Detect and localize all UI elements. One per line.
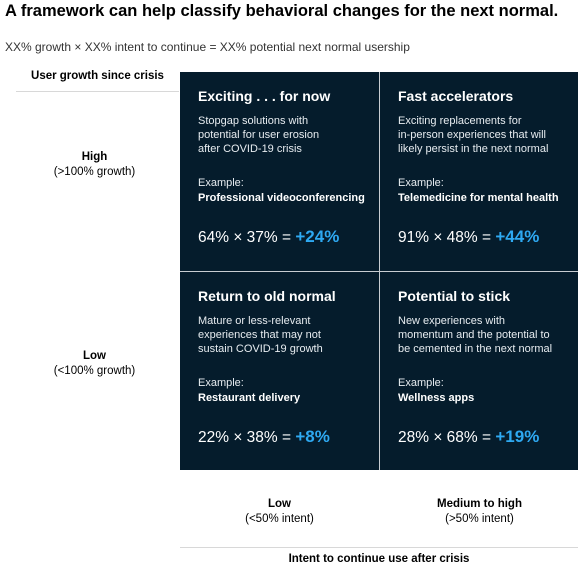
formula-result: +24% (295, 227, 340, 246)
quadrant-title: Fast accelerators (398, 88, 514, 104)
row-label-low: Low (<100% growth) (16, 349, 173, 379)
x-axis-title: Intent to continue use after crisis (288, 553, 470, 565)
formula: 64% × 37% = +24% (198, 227, 339, 247)
page-title: A framework can help classify behavioral… (5, 2, 559, 20)
quadrant-title: Return to old normal (198, 288, 336, 304)
example-value: Telemedicine for mental health (398, 192, 559, 204)
row-label-low-detail: (<100% growth) (53, 365, 136, 377)
example-value: Restaurant delivery (198, 392, 301, 404)
formula: 22% × 38% = +8% (198, 427, 330, 447)
x-axis-rule (180, 547, 578, 548)
example-value: Wellness apps (398, 392, 475, 404)
col-label-low-detail: (<50% intent) (245, 513, 314, 525)
col-label-low-level: Low (268, 498, 291, 510)
formula-result: +8% (295, 427, 330, 446)
row-label-high-level: High (81, 151, 108, 163)
quadrant-potential-to-stick: Potential to stick New experiences with … (380, 272, 579, 471)
quadrant-fast-accelerators: Fast accelerators Exciting replacements … (380, 72, 579, 271)
quadrant-exciting-for-now: Exciting . . . for now Stopgap solutions… (180, 72, 379, 271)
col-label-low: Low (<50% intent) (180, 497, 379, 527)
formula-terms: 22% × 38% = (198, 429, 296, 446)
example-label: Example: (198, 177, 244, 189)
quadrant-description: Mature or less-relevant experiences that… (198, 315, 323, 355)
quadrant-return-to-old-normal: Return to old normal Mature or less-rele… (180, 272, 379, 471)
example-label: Example: (198, 377, 244, 389)
example-label: Example: (398, 177, 444, 189)
formula-result: +44% (495, 227, 540, 246)
row-label-high-detail: (>100% growth) (53, 166, 136, 178)
grid-horizontal-divider (180, 271, 578, 272)
formula-terms: 64% × 37% = (198, 229, 296, 246)
quadrant-title: Potential to stick (398, 288, 511, 304)
y-axis-title: User growth since crisis (31, 70, 164, 82)
example-label: Example: (398, 377, 444, 389)
formula-result: +19% (495, 427, 540, 446)
col-label-high-detail: (>50% intent) (445, 513, 514, 525)
row-label-low-level: Low (83, 350, 106, 362)
quadrant-description: New experiences with momentum and the po… (398, 315, 553, 355)
quadrant-description: Stopgap solutions with potential for use… (198, 115, 320, 155)
formula: 28% × 68% = +19% (398, 427, 539, 447)
quadrant-title: Exciting . . . for now (198, 88, 331, 104)
y-axis-rule (16, 91, 179, 92)
row-label-high: High (>100% growth) (16, 150, 173, 180)
formula-terms: 91% × 48% = (398, 229, 496, 246)
framework-grid: Exciting . . . for now Stopgap solutions… (180, 72, 578, 470)
col-label-high-level: Medium to high (437, 498, 522, 510)
subtitle: XX% growth × XX% intent to continue = XX… (5, 40, 410, 54)
formula: 91% × 48% = +44% (398, 227, 539, 247)
formula-terms: 28% × 68% = (398, 429, 496, 446)
example-value: Professional videoconferencing (198, 192, 365, 204)
quadrant-description: Exciting replacements for in-person expe… (398, 115, 549, 155)
col-label-high: Medium to high (>50% intent) (380, 497, 579, 527)
